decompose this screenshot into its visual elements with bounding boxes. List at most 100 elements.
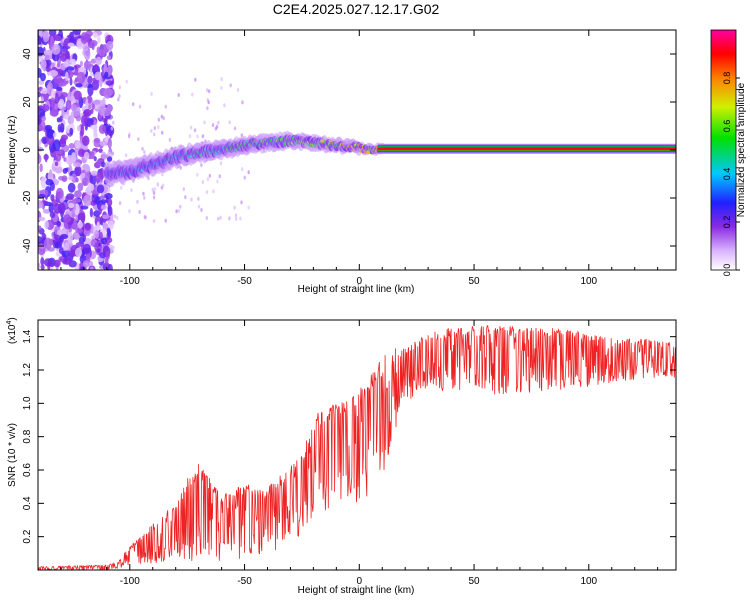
noise-blob — [68, 175, 74, 181]
speckle — [219, 161, 223, 166]
speckle — [128, 209, 131, 214]
x-tick-label: 0 — [357, 576, 363, 587]
speckle — [127, 134, 131, 139]
x-tick-label: -100 — [120, 576, 140, 587]
noise-blob — [65, 99, 72, 111]
noise-blob — [100, 215, 104, 226]
figure-title: C2E4.2025.027.12.17.G02 — [273, 1, 440, 17]
speckle — [124, 153, 128, 158]
y-tick-label: -20 — [22, 190, 33, 205]
noise-blob — [99, 105, 105, 116]
noise-blob — [102, 262, 111, 270]
noise-blob — [93, 63, 99, 72]
noise-blob — [93, 140, 102, 148]
speckle — [144, 215, 147, 220]
speckle — [218, 174, 222, 179]
noise-blob — [75, 177, 79, 183]
x-tick-label: 100 — [580, 276, 597, 287]
noise-blob — [96, 184, 105, 194]
noise-blob — [38, 146, 44, 152]
noise-blob — [93, 79, 100, 84]
speckle — [206, 177, 210, 182]
noise-blob — [104, 71, 109, 78]
noise-blob — [49, 169, 53, 178]
speckle — [118, 85, 122, 90]
noise-blob — [98, 48, 106, 57]
y-tick-label: -40 — [22, 238, 33, 253]
speckle — [229, 83, 232, 88]
speckle — [112, 120, 115, 125]
speckle — [233, 126, 237, 131]
noise-blob — [38, 108, 45, 117]
noise-blob — [38, 114, 42, 126]
y-tick-label: 1.4 — [22, 329, 33, 343]
colorbar-scale — [710, 29, 737, 271]
noise-blob — [77, 212, 86, 221]
x-tick-label: 50 — [468, 276, 480, 287]
noise-blob — [94, 229, 100, 239]
noise-blob — [43, 258, 53, 267]
noise-blob — [56, 69, 64, 74]
noise-blob — [63, 214, 72, 224]
x-tick-label: -50 — [237, 576, 252, 587]
snr-panel: -100 -50 0 50 100 0.2 0.4 0.6 0.8 1.0 1.2 1.4 Heig… — [6, 317, 677, 596]
noise-blob — [90, 124, 98, 130]
speckle — [240, 133, 244, 138]
noise-blob — [51, 43, 61, 55]
noise-blob — [93, 156, 97, 162]
colorbar-tick-label: 0.8 — [722, 72, 732, 85]
speckle — [152, 190, 156, 195]
noise-blob — [61, 175, 68, 182]
speckle — [151, 187, 154, 192]
noise-blob — [60, 91, 68, 98]
noise-blob — [98, 195, 106, 200]
noise-blob — [64, 242, 70, 251]
noise-blob — [84, 222, 92, 231]
noise-blob — [82, 260, 90, 268]
noise-blob — [76, 71, 86, 84]
speckle — [136, 199, 139, 204]
noise-blob — [57, 101, 64, 110]
noise-blob — [46, 84, 51, 94]
noise-blob — [44, 220, 49, 230]
speckle — [188, 133, 192, 138]
noise-blob — [38, 225, 42, 231]
noise-blob — [82, 41, 90, 52]
speckle — [211, 123, 215, 128]
noise-blob — [73, 162, 82, 168]
speckle — [162, 116, 165, 121]
speckle — [182, 187, 186, 192]
colorbar: 0.0 0.2 0.4 0.6 0.8 Normalized spectral ampl… — [710, 29, 747, 276]
noise-blob — [58, 236, 63, 248]
speckle — [233, 205, 236, 210]
noise-blob — [73, 90, 82, 100]
speckle — [153, 132, 156, 137]
noise-blob — [70, 111, 74, 123]
noise-blob — [70, 58, 77, 66]
noise-blob — [89, 173, 97, 185]
noise-blob — [74, 165, 82, 177]
y-tick-label: 0.6 — [22, 463, 33, 477]
speckle — [193, 128, 197, 133]
snr-x-axis: -100 -50 0 50 100 — [37, 320, 659, 587]
noise-blob — [70, 104, 78, 112]
noise-blob — [89, 207, 93, 218]
colorbar-label: Normalized spectral amplitude — [736, 82, 747, 217]
noise-blob — [70, 95, 75, 102]
noise-blob — [54, 92, 59, 104]
noise-blob — [40, 58, 47, 71]
speckle — [196, 172, 199, 177]
noise-blob — [101, 237, 108, 245]
speckle — [160, 114, 164, 119]
speckle — [205, 190, 209, 195]
speckle — [138, 210, 141, 215]
noise-blob — [65, 155, 74, 166]
noise-blob — [75, 83, 83, 88]
snr-multiplier-close: ) — [7, 317, 18, 320]
noise-blob — [106, 40, 114, 51]
speckle — [161, 172, 164, 177]
noise-blob — [57, 202, 66, 215]
noise-blob — [38, 46, 44, 57]
noise-blob — [41, 115, 46, 122]
noise-blob — [94, 215, 102, 227]
